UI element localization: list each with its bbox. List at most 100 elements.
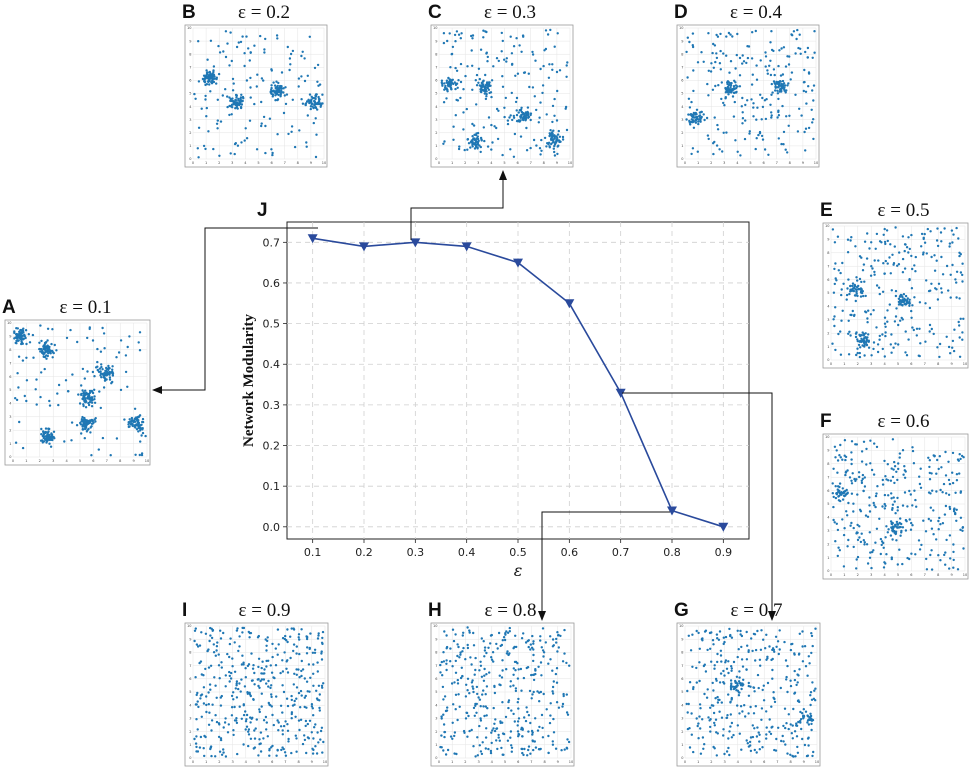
scatter-point [842, 533, 846, 537]
scatter-point [495, 107, 499, 111]
scatter-point [251, 667, 255, 670]
scatter-point [235, 105, 239, 109]
scatter-point [512, 684, 515, 687]
scatter-point [200, 673, 203, 676]
scatter-point [260, 100, 263, 104]
scatter-point [842, 282, 845, 285]
scatter-point [887, 528, 890, 531]
scatter-point [240, 663, 244, 666]
scatter-point [891, 508, 894, 511]
scatter-point [926, 227, 929, 231]
scatter-y-tick: 1 [189, 144, 191, 148]
scatter-point [290, 698, 293, 702]
scatter-point [472, 687, 475, 690]
scatter-point [809, 718, 812, 722]
scatter-point [756, 629, 759, 633]
scatter-point [696, 150, 699, 153]
scatter-point [101, 368, 104, 371]
scatter-point [93, 388, 96, 391]
scatter-point [791, 737, 794, 740]
scatter-point [859, 291, 863, 294]
scatter-point [713, 724, 716, 727]
scatter-point [315, 752, 319, 755]
scatter-point [837, 269, 840, 272]
scatter-point [546, 142, 549, 145]
scatter-point [792, 707, 795, 711]
scatter-point [870, 354, 873, 357]
panel-title-b: ε = 0.2 [238, 2, 290, 23]
scatter-point [884, 259, 887, 263]
scatter-point [716, 701, 720, 704]
scatter-point [285, 93, 289, 96]
scatter-point [694, 121, 698, 124]
scatter-point [196, 691, 199, 695]
scatter-point [200, 715, 203, 718]
scatter-point [474, 755, 477, 758]
scatter-point [322, 682, 325, 685]
scatter-point [831, 492, 834, 495]
scatter-point [769, 103, 772, 107]
scatter-point [140, 434, 143, 437]
scatter-point [525, 706, 528, 709]
scatter-point [525, 666, 528, 670]
scatter-point [692, 114, 695, 117]
scatter-point [936, 227, 939, 230]
scatter-point [462, 631, 465, 634]
scatter-points [440, 28, 569, 158]
scatter-point [128, 335, 131, 338]
scatter-y-tick: 6 [681, 79, 683, 83]
scatter-y-tick: 3 [827, 318, 829, 322]
scatter-point [529, 721, 532, 725]
scatter-point [890, 333, 893, 336]
scatter-point [784, 743, 787, 746]
scatter-point [51, 438, 54, 442]
scatter-point [881, 505, 884, 508]
scatter-point [479, 150, 482, 154]
scatter-point [738, 56, 742, 60]
scatter-point [133, 425, 136, 428]
scatter-point [556, 650, 559, 653]
scatter-point [729, 33, 732, 36]
scatter-point [715, 144, 719, 147]
scatter-point [137, 341, 140, 344]
scatter-point [203, 80, 207, 83]
scatter-point [962, 547, 965, 550]
scatter-point [217, 72, 221, 76]
scatter-point [40, 433, 43, 436]
scatter-point [721, 150, 724, 153]
x-axis-title: ε [514, 561, 523, 580]
scatter-point [474, 656, 477, 660]
scatter-point [938, 355, 941, 359]
scatter-point [863, 485, 867, 488]
scatter-x-tick: 3 [52, 459, 54, 463]
scatter-point [755, 78, 759, 81]
scatter-point [837, 546, 840, 549]
scatter-point [506, 631, 510, 634]
scatter-point [128, 418, 131, 421]
scatter-point [316, 63, 320, 67]
scatter-point [712, 689, 715, 692]
scatter-point [485, 685, 489, 688]
scatter-point [796, 745, 799, 749]
modularity-line-chart: 0.1 0.2 0.3 0.4 0.5 0.6 0.7 0.8 0.9 0.00.10.20.3… [241, 200, 750, 580]
scatter-x-tick: 10 [814, 161, 818, 165]
scatter-point [928, 471, 931, 475]
scatter-point [482, 126, 485, 129]
scatter-point [539, 639, 542, 642]
scatter-point [833, 267, 836, 271]
scatter-point [194, 97, 197, 101]
scatter-point [692, 89, 695, 93]
scatter-point [838, 494, 841, 498]
scatter-point [703, 743, 706, 746]
scatter-point [928, 465, 931, 469]
scatter-point [834, 277, 837, 280]
scatter-point [284, 720, 287, 723]
scatter-point [736, 150, 739, 153]
scatter-point [855, 292, 858, 295]
scatter-point [687, 634, 690, 637]
scatter-point [443, 730, 446, 734]
scatter-point [473, 133, 476, 136]
scatter-point [834, 496, 838, 500]
scatter-point [471, 37, 474, 40]
